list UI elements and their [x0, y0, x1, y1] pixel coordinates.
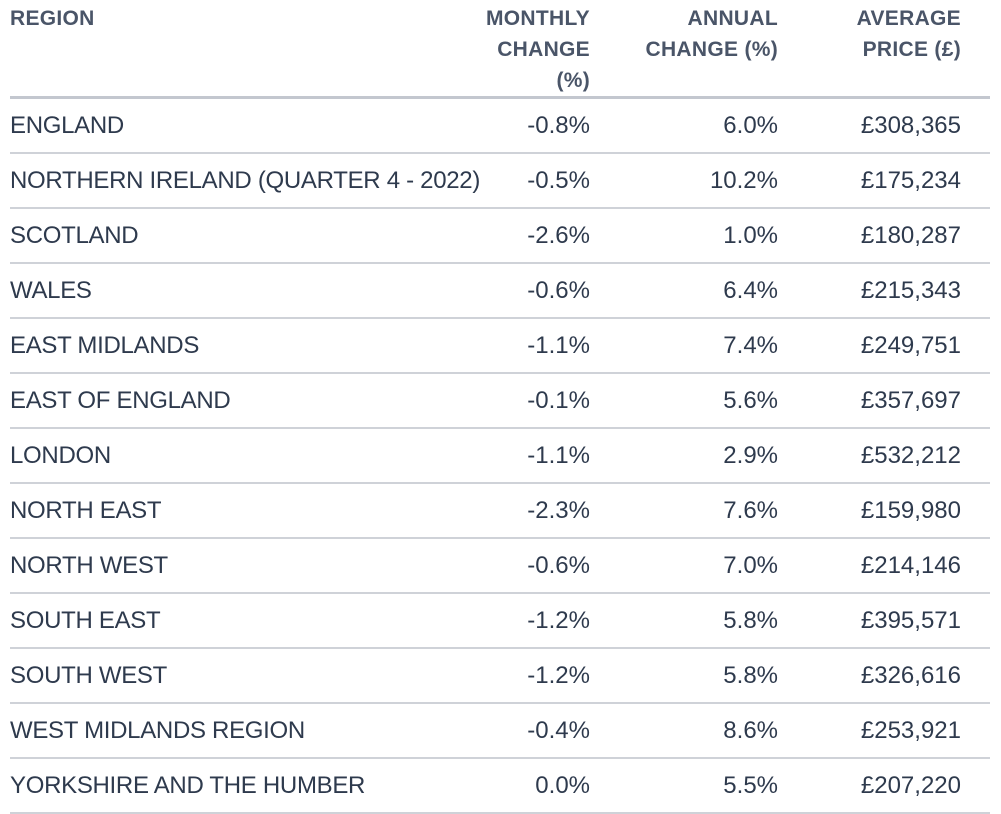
region-cell: NORTH EAST [10, 483, 480, 539]
column-header-annual-line2: CHANGE (%) [645, 38, 778, 61]
region-cell: YORKSHIRE AND THE HUMBER [10, 758, 480, 814]
average-price-cell: £532,212 [778, 428, 990, 484]
annual-change-cell: 7.4% [590, 318, 778, 374]
table-row: ENGLAND -0.8% 6.0% £308,365 [10, 97, 990, 154]
table-row: NORTH WEST -0.6% 7.0% £214,146 [10, 538, 990, 594]
average-price-cell: £180,287 [778, 208, 990, 264]
table-row: SOUTH WEST -1.2% 5.8% £326,616 [10, 648, 990, 704]
region-cell: NORTHERN IRELAND (QUARTER 4 - 2022) [10, 153, 480, 209]
average-price-cell: £207,220 [778, 758, 990, 814]
monthly-change-cell: 0.0% [480, 758, 590, 814]
column-header-monthly-change: MONTHLY CHANGE (%) [480, 0, 590, 99]
table-row: YORKSHIRE AND THE HUMBER 0.0% 5.5% £207,220 [10, 758, 990, 814]
house-price-table: REGION MONTHLY CHANGE (%) ANNUAL CHANGE … [10, 0, 990, 814]
region-cell: LONDON [10, 428, 480, 484]
average-price-cell: £308,365 [778, 97, 990, 154]
table-row: WEST MIDLANDS REGION -0.4% 8.6% £253,921 [10, 703, 990, 759]
annual-change-cell: 7.0% [590, 538, 778, 594]
annual-change-cell: 5.8% [590, 593, 778, 649]
table-row: SCOTLAND -2.6% 1.0% £180,287 [10, 208, 990, 264]
region-cell: EAST MIDLANDS [10, 318, 480, 374]
monthly-change-cell: -0.4% [480, 703, 590, 759]
house-price-table-container: REGION MONTHLY CHANGE (%) ANNUAL CHANGE … [10, 0, 990, 814]
monthly-change-cell: -0.8% [480, 97, 590, 154]
average-price-cell: £253,921 [778, 703, 990, 759]
column-header-price-line2: PRICE (£) [862, 38, 961, 61]
column-header-monthly-line1: MONTHLY [486, 7, 590, 30]
annual-change-cell: 6.4% [590, 263, 778, 319]
annual-change-cell: 5.6% [590, 373, 778, 429]
region-cell: WEST MIDLANDS REGION [10, 703, 480, 759]
monthly-change-cell: -1.2% [480, 648, 590, 704]
monthly-change-cell: -0.6% [480, 538, 590, 594]
average-price-cell: £159,980 [778, 483, 990, 539]
annual-change-cell: 5.8% [590, 648, 778, 704]
monthly-change-cell: -0.5% [480, 153, 590, 209]
annual-change-cell: 8.6% [590, 703, 778, 759]
annual-change-cell: 10.2% [590, 153, 778, 209]
annual-change-cell: 7.6% [590, 483, 778, 539]
average-price-cell: £395,571 [778, 593, 990, 649]
table-row: LONDON -1.1% 2.9% £532,212 [10, 428, 990, 484]
header-row: REGION MONTHLY CHANGE (%) ANNUAL CHANGE … [10, 0, 990, 99]
column-header-average-price: AVERAGE PRICE (£) [778, 0, 990, 99]
annual-change-cell: 2.9% [590, 428, 778, 484]
column-header-annual-line1: ANNUAL [687, 7, 778, 30]
column-header-annual-change: ANNUAL CHANGE (%) [590, 0, 778, 99]
table-body: ENGLAND -0.8% 6.0% £308,365 NORTHERN IRELAND… [10, 97, 990, 814]
monthly-change-cell: -1.2% [480, 593, 590, 649]
monthly-change-cell: -1.1% [480, 318, 590, 374]
monthly-change-cell: -0.1% [480, 373, 590, 429]
table-header: REGION MONTHLY CHANGE (%) ANNUAL CHANGE … [10, 0, 990, 99]
region-cell: ENGLAND [10, 97, 480, 154]
average-price-cell: £326,616 [778, 648, 990, 704]
average-price-cell: £175,234 [778, 153, 990, 209]
table-row: WALES -0.6% 6.4% £215,343 [10, 263, 990, 319]
region-cell: WALES [10, 263, 480, 319]
table-row: SOUTH EAST -1.2% 5.8% £395,571 [10, 593, 990, 649]
average-price-cell: £357,697 [778, 373, 990, 429]
monthly-change-cell: -0.6% [480, 263, 590, 319]
table-row: EAST MIDLANDS -1.1% 7.4% £249,751 [10, 318, 990, 374]
column-header-price-line1: AVERAGE [856, 7, 961, 30]
column-header-monthly-line2: CHANGE (%) [497, 38, 590, 92]
region-cell: NORTH WEST [10, 538, 480, 594]
table-row: NORTH EAST -2.3% 7.6% £159,980 [10, 483, 990, 539]
region-cell: EAST OF ENGLAND [10, 373, 480, 429]
average-price-cell: £249,751 [778, 318, 990, 374]
table-row: EAST OF ENGLAND -0.1% 5.6% £357,697 [10, 373, 990, 429]
monthly-change-cell: -1.1% [480, 428, 590, 484]
region-cell: SCOTLAND [10, 208, 480, 264]
column-header-region: REGION [10, 0, 480, 99]
annual-change-cell: 1.0% [590, 208, 778, 264]
region-cell: SOUTH WEST [10, 648, 480, 704]
annual-change-cell: 5.5% [590, 758, 778, 814]
column-header-region-text: REGION [10, 7, 95, 30]
annual-change-cell: 6.0% [590, 97, 778, 154]
monthly-change-cell: -2.6% [480, 208, 590, 264]
region-cell: SOUTH EAST [10, 593, 480, 649]
average-price-cell: £214,146 [778, 538, 990, 594]
table-row: NORTHERN IRELAND (QUARTER 4 - 2022) -0.5%… [10, 153, 990, 209]
monthly-change-cell: -2.3% [480, 483, 590, 539]
average-price-cell: £215,343 [778, 263, 990, 319]
